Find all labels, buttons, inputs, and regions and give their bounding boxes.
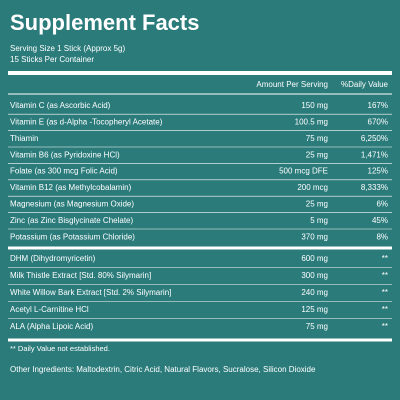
nutrient-name: Vitamin C (as Ascorbic Acid) <box>10 101 111 110</box>
amount: 100.5 mg <box>295 118 328 127</box>
daily-value: ** <box>382 254 388 263</box>
nutrient-name: Folate (as 300 mcg Folic Acid) <box>10 167 118 176</box>
daily-value: ** <box>382 322 388 331</box>
amount: 125 mg <box>301 305 328 314</box>
nutrient-name: Zinc (as Zinc Bisglycinate Chelate) <box>10 216 133 225</box>
nutrient-name: ALA (Alpha Lipoic Acid) <box>10 322 93 331</box>
amount: 200 mcg <box>297 183 328 192</box>
daily-value: 8% <box>376 232 388 241</box>
nutrient-name: Thiamin <box>10 134 38 143</box>
dv-header: %Daily Value <box>341 80 389 89</box>
daily-value: 670% <box>368 118 388 127</box>
daily-value: ** <box>382 288 388 297</box>
servings: 15 Sticks Per Container <box>10 55 94 64</box>
nutrient-name: Milk Thistle Extract [Std. 80% Silymarin… <box>10 271 151 280</box>
daily-value: ** <box>382 271 388 280</box>
amount: 25 mg <box>306 150 328 159</box>
daily-value: 6,250% <box>361 134 388 143</box>
nutrient-name: Vitamin B12 (as Methylcobalamin) <box>10 183 132 192</box>
daily-value: 167% <box>368 101 388 110</box>
amount: 75 mg <box>306 134 328 143</box>
amount-header: Amount Per Serving <box>256 80 328 89</box>
nutrient-name: DHM (Dihydromyricetin) <box>10 254 96 263</box>
amount: 150 mg <box>301 101 328 110</box>
nutrient-name: Potassium (as Potassium Chloride) <box>10 232 135 241</box>
daily-value: ** <box>382 305 388 314</box>
amount: 240 mg <box>301 288 328 297</box>
other-ingredients: Other Ingredients: Maltodextrin, Citric … <box>10 365 316 374</box>
serving-size: Serving Size 1 Stick (Approx 5g) <box>10 44 125 53</box>
amount: 300 mg <box>301 271 328 280</box>
daily-value: 8,333% <box>361 183 388 192</box>
daily-value: 125% <box>368 167 388 176</box>
title: Supplement Facts <box>10 10 199 35</box>
amount: 370 mg <box>301 232 328 241</box>
daily-value: 45% <box>372 216 388 225</box>
nutrient-name: Acetyl L-Carnitine HCl <box>10 305 89 314</box>
amount: 5 mg <box>310 216 328 225</box>
amount: 25 mg <box>306 200 328 209</box>
nutrient-name: White Willow Bark Extract [Std. 2% Silym… <box>10 288 171 297</box>
nutrient-name: Magnesium (as Magnesium Oxide) <box>10 200 134 209</box>
daily-value: 1,471% <box>361 150 388 159</box>
amount: 500 mcg DFE <box>279 167 328 176</box>
nutrient-name: Vitamin E (as d-Alpha -Tocopheryl Acetat… <box>10 118 163 127</box>
amount: 600 mg <box>301 254 328 263</box>
amount: 75 mg <box>306 322 328 331</box>
nutrient-name: Vitamin B6 (as Pyridoxine HCl) <box>10 150 120 159</box>
footnote: ** Daily Value not established. <box>10 344 110 353</box>
daily-value: 6% <box>376 200 388 209</box>
